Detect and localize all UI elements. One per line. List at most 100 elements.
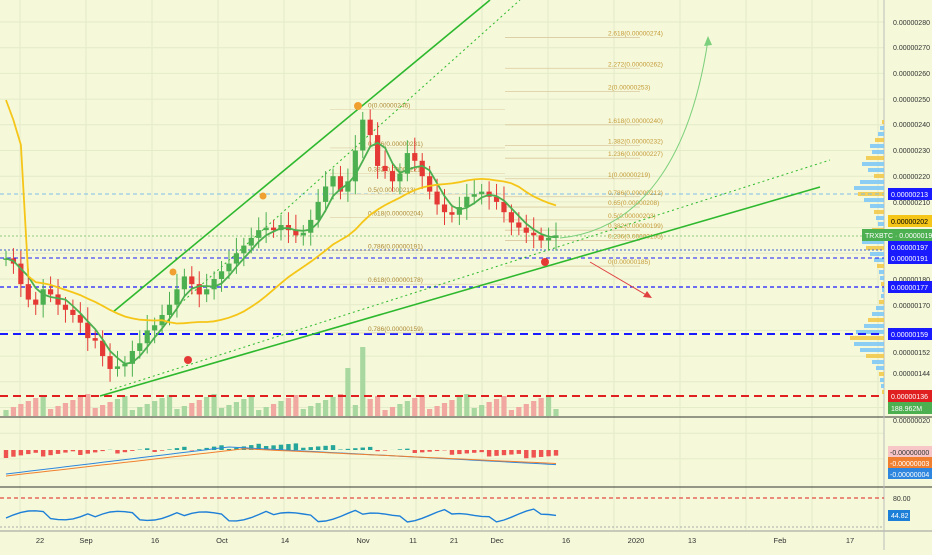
signal-marker	[184, 356, 192, 364]
macd-histogram-bar	[405, 449, 409, 450]
volume-profile-bar	[872, 312, 884, 316]
fib-level-label: 0.786(0.00000191)	[368, 244, 423, 251]
volume-bar	[427, 409, 432, 416]
macd-histogram-bar	[26, 450, 30, 454]
volume-profile-bar	[880, 126, 884, 130]
volume-bar	[226, 405, 231, 416]
price-tick-label: 0.00000250	[893, 97, 930, 104]
volume-profile-bar	[879, 300, 884, 304]
volume-bar	[509, 410, 514, 416]
volume-profile-bar	[876, 216, 884, 220]
volume-profile-bar	[876, 306, 884, 310]
macd-histogram-bar	[383, 450, 387, 451]
time-tick-label: 16	[562, 536, 570, 545]
volume-bar	[330, 397, 335, 416]
volume-bar	[41, 395, 46, 416]
volume-profile-bar	[880, 378, 884, 382]
volume-bar	[85, 394, 90, 416]
volume-bar	[420, 395, 425, 416]
volume-bar	[130, 410, 135, 416]
candle-body	[301, 233, 306, 236]
price-tick-label: 0.00000240	[893, 122, 930, 129]
volume-bar	[531, 401, 536, 416]
price-tag-label: 0.00000159	[891, 332, 928, 339]
volume-profile-bar	[870, 144, 884, 148]
macd-histogram-bar	[316, 446, 320, 450]
macd-histogram-bar	[167, 449, 171, 450]
candle-body	[174, 289, 179, 304]
volume-bar	[93, 408, 98, 416]
macd-histogram-bar	[145, 448, 149, 450]
candle-body	[93, 338, 98, 341]
candle-body	[546, 238, 551, 241]
macd-histogram-bar	[63, 450, 67, 453]
macd-histogram-bar	[34, 450, 38, 453]
volume-profile-bar	[866, 156, 884, 160]
candle-body	[241, 246, 246, 254]
price-tick-label: 0.00000152	[893, 350, 930, 357]
volume-profile-bar	[868, 168, 884, 172]
fib-level-label: 1.382(0.00000232)	[608, 138, 663, 145]
volume-profile-bar	[872, 360, 884, 364]
volume-bar	[107, 402, 112, 416]
signal-marker	[170, 269, 177, 276]
candle-body	[516, 222, 521, 227]
candle-body	[137, 343, 142, 351]
volume-bar	[271, 404, 276, 416]
macd-histogram-bar	[546, 450, 550, 456]
volume-bar	[397, 404, 402, 416]
candle-body	[427, 176, 432, 191]
candle-body	[382, 166, 387, 171]
macd-histogram-bar	[160, 450, 164, 451]
volume-bar	[479, 405, 484, 416]
fib-level-label: 1.236(0.00000227)	[608, 151, 663, 158]
macd-histogram-bar	[309, 447, 313, 450]
price-tag-label: 0.00000213	[891, 192, 928, 199]
volume-profile-bar	[877, 264, 884, 268]
volume-profile-bar	[879, 270, 884, 274]
candle-body	[464, 197, 469, 207]
candle-body	[115, 366, 120, 369]
price-tag-label: 188.962M	[891, 406, 922, 413]
candle-body	[48, 289, 53, 294]
volume-bar	[390, 407, 395, 416]
volume-bar	[249, 396, 254, 416]
macd-histogram-bar	[361, 448, 365, 450]
volume-bar	[293, 395, 298, 416]
volume-profile-bar	[881, 294, 884, 298]
volume-bar	[100, 405, 105, 416]
volume-bar	[234, 402, 239, 416]
volume-bar	[278, 401, 283, 416]
candle-body	[152, 325, 157, 330]
candle-body	[204, 289, 209, 294]
fib-level-label: 0.618(0.00000178)	[368, 277, 423, 284]
volume-bar	[219, 408, 224, 416]
volume-bar	[301, 409, 306, 416]
candle-body	[360, 120, 365, 151]
candle-body	[189, 276, 194, 284]
time-tick-label: 16	[151, 536, 159, 545]
time-tick-label: 21	[450, 536, 458, 545]
candle-body	[524, 228, 529, 233]
macd-tag-label: -0.00000003	[890, 461, 929, 468]
volume-profile-bar	[870, 252, 884, 256]
macd-histogram-bar	[294, 443, 298, 450]
candle-body	[390, 171, 395, 181]
volume-profile-bar	[882, 288, 884, 292]
candle-body	[41, 289, 46, 304]
candle-body	[442, 204, 447, 212]
macd-histogram-bar	[524, 450, 528, 458]
fib-level-label: 0.786(0.00000159)	[368, 326, 423, 333]
volume-bar	[546, 395, 551, 416]
volume-bar	[338, 394, 343, 416]
macd-histogram-bar	[346, 449, 350, 450]
macd-histogram-bar	[338, 450, 342, 451]
macd-histogram-bar	[130, 450, 134, 451]
price-tick-label: 0.00000270	[893, 45, 930, 52]
macd-histogram-bar	[11, 450, 15, 457]
macd-histogram-bar	[115, 450, 119, 454]
volume-bar	[122, 396, 127, 416]
volume-profile-bar	[860, 348, 884, 352]
